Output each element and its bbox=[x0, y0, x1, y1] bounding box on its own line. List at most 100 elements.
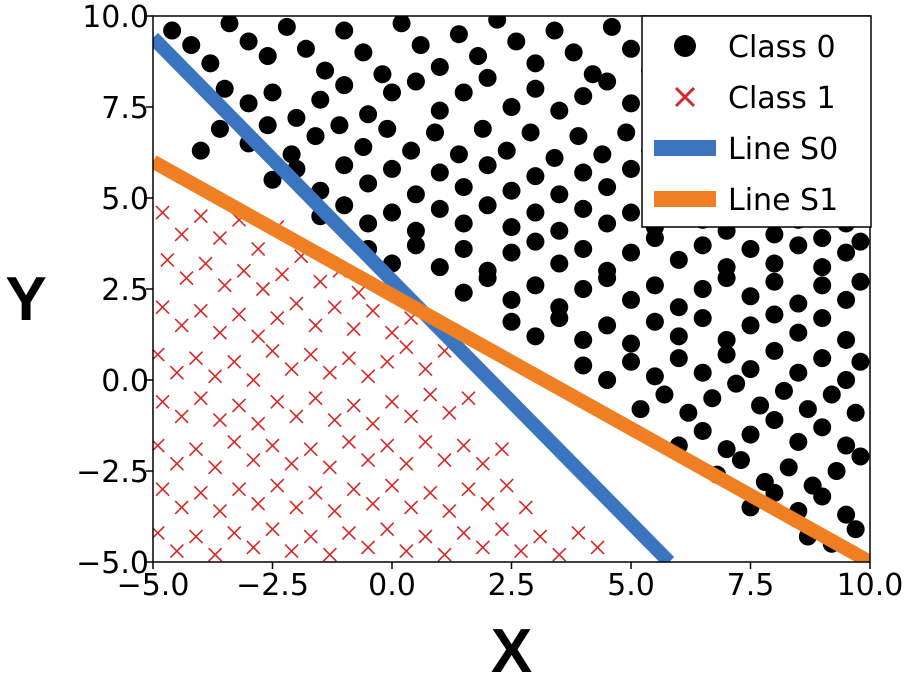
legend-class-1-marker bbox=[674, 86, 696, 108]
class-1-point bbox=[174, 227, 189, 242]
class-1-point bbox=[327, 412, 342, 428]
class-1-point bbox=[251, 241, 266, 257]
class-1-point bbox=[518, 500, 533, 515]
class-0-point bbox=[622, 352, 640, 371]
class-1-point bbox=[270, 311, 285, 326]
class-0-point bbox=[550, 254, 569, 273]
class-0-point bbox=[822, 385, 841, 404]
class-0-point bbox=[669, 250, 688, 269]
class-0-point bbox=[598, 178, 617, 197]
class-0-point bbox=[631, 400, 650, 419]
x-tick-label: 10.0 bbox=[837, 568, 904, 603]
class-1-point bbox=[399, 456, 414, 471]
class-0-point bbox=[693, 363, 712, 382]
class-0-point bbox=[287, 108, 306, 127]
class-0-point bbox=[478, 68, 497, 87]
class-1-point bbox=[155, 482, 170, 497]
class-1-point bbox=[246, 453, 261, 468]
class-0-point bbox=[282, 145, 301, 164]
x-tick-label: 0.0 bbox=[368, 568, 416, 603]
class-0-point bbox=[406, 221, 425, 240]
class-1-point bbox=[284, 544, 299, 559]
class-0-point bbox=[789, 363, 808, 382]
class-0-point bbox=[316, 61, 335, 80]
class-0-point bbox=[502, 243, 521, 262]
class-0-point bbox=[837, 436, 856, 455]
class-0-point bbox=[622, 94, 640, 113]
class-0-point bbox=[210, 119, 229, 138]
class-0-point bbox=[406, 185, 425, 204]
y-tick-label: −2.5 bbox=[76, 455, 149, 490]
class-1-point bbox=[361, 369, 376, 384]
class-0-point bbox=[330, 116, 349, 135]
class-1-point bbox=[456, 438, 471, 453]
class-0-point bbox=[191, 141, 210, 160]
class-0-point bbox=[550, 221, 569, 240]
class-1-point bbox=[480, 496, 495, 511]
class-0-point bbox=[827, 462, 846, 480]
class-0-point bbox=[837, 330, 856, 349]
class-1-point bbox=[437, 547, 452, 562]
class-0-point bbox=[813, 487, 832, 506]
axes: −5.0−5.0 −2.5 −2.5 0.0 0.0 2.5 2.5 5.0 5.0 7.5 7.5… bbox=[76, 0, 903, 603]
class-1-point bbox=[193, 485, 208, 500]
class-1-point bbox=[346, 398, 361, 413]
class-0-point bbox=[449, 25, 468, 44]
class-1-point bbox=[246, 540, 261, 555]
class-1-point bbox=[265, 343, 280, 358]
class-0-point bbox=[789, 432, 808, 451]
class-0-point bbox=[851, 232, 870, 251]
class-0-point bbox=[526, 79, 545, 98]
class-0-point bbox=[645, 367, 664, 386]
class-1-point bbox=[590, 540, 605, 555]
class-1-point bbox=[384, 478, 400, 493]
class-1-point bbox=[308, 485, 323, 500]
class-0-point bbox=[602, 17, 621, 36]
class-1-point bbox=[174, 318, 189, 333]
class-1-point bbox=[179, 271, 194, 286]
class-0-point bbox=[478, 196, 497, 215]
x-tick-label: 5.0 bbox=[607, 568, 655, 603]
class-0-point bbox=[502, 98, 521, 116]
class-0-point bbox=[263, 170, 282, 189]
class-0-point bbox=[693, 421, 712, 440]
class-1-point bbox=[289, 296, 304, 311]
y-tick-label: 2.5 bbox=[101, 273, 149, 308]
class-1-point bbox=[322, 460, 337, 475]
x-tick-label: −5.0 bbox=[117, 568, 190, 603]
class-0-point bbox=[277, 17, 296, 36]
class-1-point bbox=[533, 529, 548, 544]
class-1-point bbox=[212, 230, 227, 246]
class-0-point bbox=[296, 39, 315, 58]
class-0-point bbox=[311, 90, 330, 109]
class-1-point bbox=[188, 442, 204, 457]
class-0-point bbox=[454, 214, 473, 233]
class-1-point bbox=[361, 453, 376, 468]
class-1-point bbox=[251, 496, 266, 511]
class-1-point bbox=[442, 503, 457, 519]
class-1-point bbox=[399, 544, 414, 559]
class-0-point bbox=[765, 225, 784, 244]
class-0-point bbox=[851, 272, 870, 291]
class-0-point bbox=[383, 203, 401, 222]
class-1-point bbox=[217, 278, 232, 293]
class-0-point bbox=[693, 236, 712, 255]
class-1-point bbox=[212, 503, 227, 519]
class-0-point bbox=[846, 520, 865, 539]
class-1-point bbox=[475, 456, 490, 471]
class-0-point bbox=[851, 447, 870, 466]
class-0-point bbox=[717, 269, 736, 288]
class-1-point bbox=[303, 529, 318, 544]
class-0-point bbox=[583, 65, 602, 84]
class-0-point bbox=[598, 269, 617, 288]
class-1-point bbox=[251, 329, 266, 344]
class-0-point bbox=[497, 141, 516, 160]
class-0-point bbox=[430, 258, 449, 277]
class-0-point bbox=[751, 396, 770, 415]
class-0-point bbox=[765, 305, 784, 324]
class-0-point bbox=[526, 167, 545, 186]
class-1-point bbox=[380, 522, 395, 537]
class-0-point bbox=[593, 145, 612, 164]
class-0-point bbox=[454, 83, 473, 102]
class-0-point bbox=[521, 123, 540, 142]
